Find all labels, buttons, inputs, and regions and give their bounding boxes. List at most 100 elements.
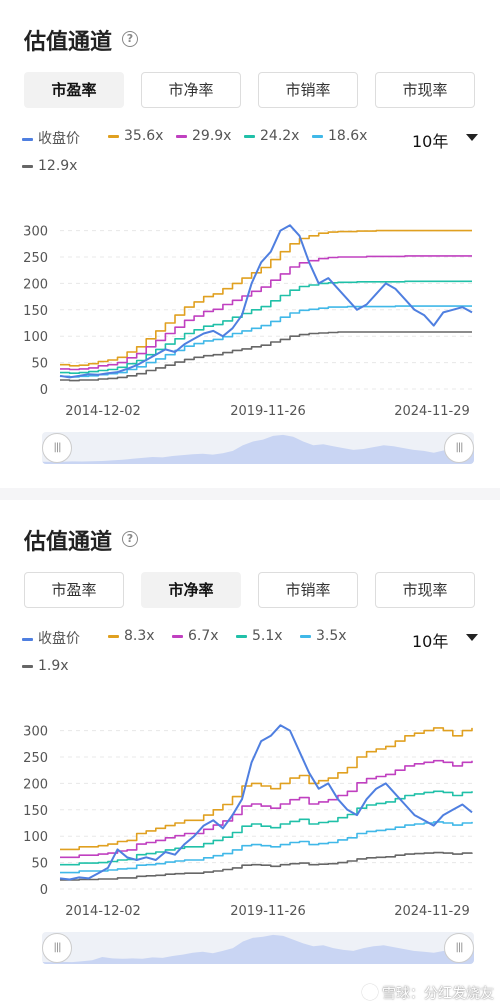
series-line-4[interactable] — [60, 305, 472, 378]
y-tick-label: 100 — [23, 830, 48, 845]
legend-label: 18.6x — [328, 128, 368, 144]
valuation-panel-pe: 估值通道? 市盈率 市净率 市销率 市现率收盘价 35.6x 29.9x 24.2x 18.6x… — [0, 0, 500, 490]
y-tick-label: 200 — [23, 277, 48, 292]
tab-3[interactable]: 市现率 — [375, 572, 475, 608]
slider-handle-left[interactable]: ||| — [42, 433, 72, 463]
y-tick-label: 150 — [23, 804, 48, 819]
slider-track[interactable] — [42, 932, 474, 964]
series-line-2[interactable] — [60, 255, 472, 371]
panel-title: 估值通道 — [24, 530, 113, 555]
legend-swatch — [108, 634, 119, 638]
chevron-down-icon[interactable] — [466, 134, 478, 141]
y-tick-label: 50 — [31, 857, 48, 872]
panel-title: 估值通道 — [24, 30, 113, 55]
legend-label: 3.5x — [316, 628, 347, 644]
y-tick-label: 250 — [23, 251, 48, 266]
x-tick-label: 2024-11-29 — [394, 904, 470, 919]
legend-label: 35.6x — [124, 128, 164, 144]
slider-handle-left[interactable]: ||| — [42, 933, 72, 963]
legend-item[interactable]: 24.2x — [244, 128, 299, 144]
range-slider[interactable]: ||| ||| — [42, 932, 474, 964]
series-line-5[interactable] — [60, 851, 473, 881]
valuation-chart: 0 50 100 150 200 250 300 2014-12-02 2019-11-26 20… — [23, 224, 473, 419]
legend-swatch — [22, 164, 33, 168]
series-line-5[interactable] — [60, 331, 472, 382]
y-tick-label: 300 — [23, 225, 48, 240]
series-line-3[interactable] — [60, 280, 472, 374]
legend-item[interactable]: 29.9x — [176, 128, 231, 144]
tab-3[interactable]: 市现率 — [375, 72, 475, 108]
tab-2[interactable]: 市销率 — [258, 72, 358, 108]
slider-area — [42, 434, 474, 464]
legend-swatch — [300, 634, 311, 638]
x-tick-label: 2019-11-26 — [230, 904, 306, 919]
legend-label: 24.2x — [260, 128, 300, 144]
series-line-1[interactable] — [60, 727, 473, 851]
y-tick-label: 100 — [23, 330, 48, 345]
legend-swatch — [108, 134, 119, 138]
slider-minimap — [42, 434, 474, 464]
series-line-1[interactable] — [60, 229, 472, 367]
legend-label: 1.9x — [38, 658, 69, 674]
legend-item[interactable]: 12.9x — [22, 158, 77, 174]
chevron-down-icon[interactable] — [466, 634, 478, 641]
legend-swatch — [172, 634, 183, 638]
period-select[interactable]: 10年 — [412, 132, 449, 151]
tab-0[interactable]: 市盈率 — [24, 72, 124, 108]
y-tick-label: 0 — [40, 383, 48, 398]
legend-item[interactable]: 收盘价 — [22, 128, 80, 148]
legend-swatch — [176, 134, 187, 138]
valuation-chart: 0 50 100 150 200 250 300 2014-12-02 2019-11-26 20… — [23, 724, 473, 919]
slider-minimap — [42, 934, 474, 964]
legend-item[interactable]: 5.1x — [236, 628, 283, 644]
legend-item[interactable]: 1.9x — [22, 658, 69, 674]
legend-label: 收盘价 — [38, 131, 80, 147]
legend-swatch — [22, 137, 33, 141]
tab-2[interactable]: 市销率 — [258, 572, 358, 608]
slider-area — [42, 934, 474, 964]
legend-label: 29.9x — [192, 128, 232, 144]
tab-0[interactable]: 市盈率 — [24, 572, 124, 608]
legend-item[interactable]: 35.6x — [108, 128, 163, 144]
series-line-2[interactable] — [60, 759, 473, 859]
tab-1[interactable]: 市净率 — [141, 72, 241, 108]
help-icon[interactable]: ? — [122, 31, 138, 47]
legend-item[interactable]: 3.5x — [300, 628, 347, 644]
watermark: 雪球：分红发烧友 — [362, 983, 494, 1003]
help-icon[interactable]: ? — [122, 531, 138, 547]
series-line-3[interactable] — [60, 790, 473, 866]
panel-divider — [0, 488, 500, 500]
legend-label: 12.9x — [38, 158, 78, 174]
legend-item[interactable]: 收盘价 — [22, 628, 80, 648]
legend-swatch — [312, 134, 323, 138]
legend-swatch — [22, 664, 33, 668]
tab-1[interactable]: 市净率 — [141, 572, 241, 608]
y-tick-label: 0 — [40, 883, 48, 898]
y-tick-label: 300 — [23, 725, 48, 740]
y-tick-label: 150 — [23, 304, 48, 319]
valuation-panel-pb: 估值通道? 市盈率 市净率 市销率 市现率收盘价 8.3x 6.7x 5.1x 3.5x 1.9x… — [0, 500, 500, 990]
range-slider[interactable]: ||| ||| — [42, 432, 474, 464]
legend-swatch — [22, 637, 33, 641]
x-tick-label: 2019-11-26 — [230, 404, 306, 419]
series-line-0[interactable] — [59, 724, 473, 881]
legend-item[interactable]: 8.3x — [108, 628, 155, 644]
period-select[interactable]: 10年 — [412, 632, 449, 651]
slider-handle-right[interactable]: ||| — [444, 433, 474, 463]
y-tick-label: 50 — [31, 357, 48, 372]
legend-item[interactable]: 18.6x — [312, 128, 367, 144]
snowball-logo-icon — [362, 984, 378, 1000]
series-line-4[interactable] — [60, 821, 473, 874]
legend-swatch — [236, 634, 247, 638]
x-tick-label: 2014-12-02 — [65, 404, 141, 419]
x-tick-label: 2014-12-02 — [65, 904, 141, 919]
series-line-0[interactable] — [59, 224, 473, 379]
slider-track[interactable] — [42, 432, 474, 464]
slider-handle-right[interactable]: ||| — [444, 933, 474, 963]
y-tick-label: 250 — [23, 751, 48, 766]
y-tick-label: 200 — [23, 777, 48, 792]
legend-label: 6.7x — [188, 628, 219, 644]
legend-label: 8.3x — [124, 628, 155, 644]
legend-swatch — [244, 134, 255, 138]
legend-item[interactable]: 6.7x — [172, 628, 219, 644]
